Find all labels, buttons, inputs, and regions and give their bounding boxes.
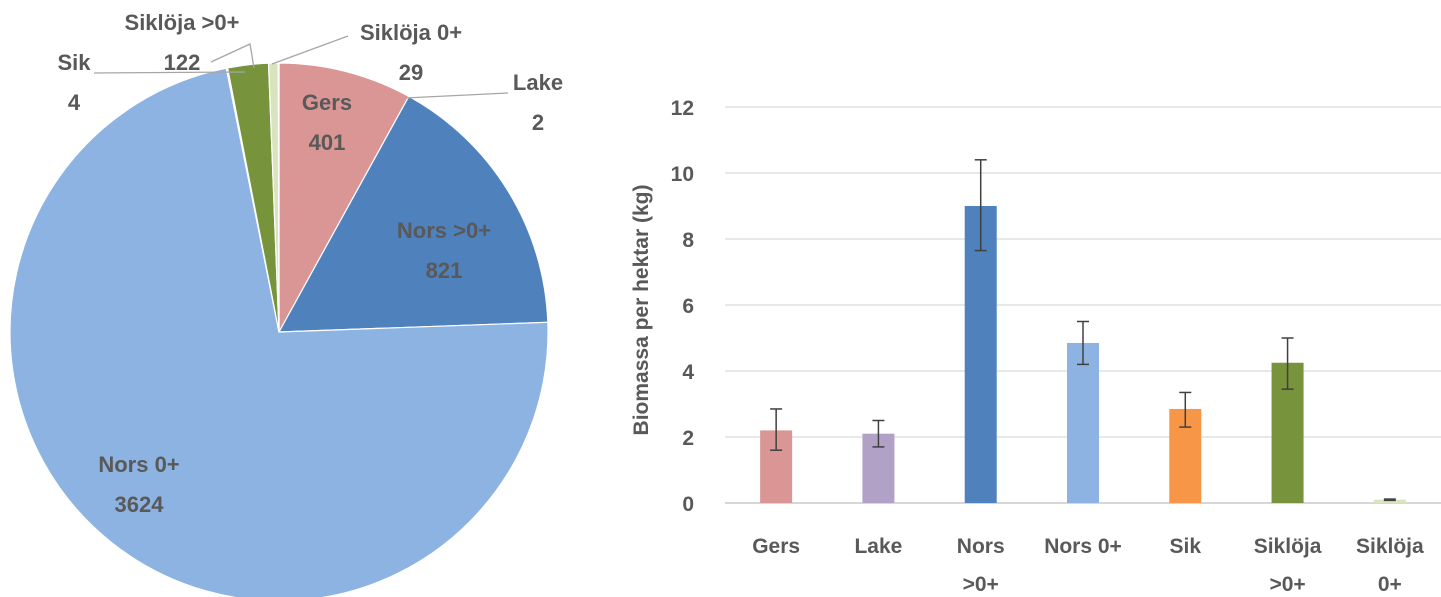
y-tick-label-6: 6 [682, 295, 694, 318]
pie-label-nors-0plus: Nors 0+ [98, 452, 179, 477]
y-tick-label-10: 10 [671, 163, 694, 186]
y-tick-label-2: 2 [682, 427, 694, 450]
x-tick-label-nors-gt0plus: Nors >0+ [957, 535, 1005, 596]
pie-label-lake: Lake [513, 70, 563, 95]
pie-label-sikloja-gt0plus: Siklöja >0+ [125, 10, 240, 35]
pie-chart: Gers 401 Nors >0+ 821 Nors 0+ 3624 Sik 4 Siklöja… [10, 10, 563, 597]
pie-label-sikloja-0plus: Siklöja 0+ [360, 20, 462, 45]
y-tick-label-4: 4 [682, 361, 694, 384]
pie-value-sikloja-gt0plus: 122 [164, 50, 201, 75]
y-axis-label: Biomassa per hektar (kg) [630, 185, 653, 436]
y-tick-label-8: 8 [682, 229, 694, 252]
pie-label-nors-gt0plus: Nors >0+ [397, 218, 491, 243]
bar-chart: 0 2 4 6 8 10 12 Gers Lake Nors >0+ Nors 0+ Sik Siklöj… [630, 97, 1441, 596]
x-tick-label-sik: Sik [1170, 535, 1202, 558]
pie-value-sikloja-0plus: 29 [399, 60, 423, 85]
pie-value-nors-gt0plus: 821 [426, 258, 463, 283]
x-tick-label-gers: Gers [752, 535, 800, 558]
x-tick-label-sikloja-gt0plus: Siklöja >0+ [1254, 535, 1322, 596]
pie-leader-lake [405, 93, 508, 98]
pie-value-nors-0plus: 3624 [115, 492, 165, 517]
x-tick-label-lake: Lake [854, 535, 902, 558]
y-tick-label-0: 0 [682, 493, 694, 516]
pie-label-sik: Sik [57, 50, 91, 75]
pie-value-gers: 401 [309, 130, 346, 155]
error-bar-sikloja-0plus [1384, 499, 1396, 500]
x-tick-label-sikloja-0plus: Siklöja 0+ [1356, 535, 1424, 596]
x-tick-label-nors-0plus: Nors 0+ [1044, 535, 1122, 558]
pie-value-sik: 4 [68, 90, 81, 115]
bar-nors-0plus [1067, 343, 1099, 503]
pie-label-gers: Gers [302, 90, 352, 115]
pie-leader-sikloja-0plus [272, 36, 348, 64]
pie-slice-lake [278, 63, 279, 332]
y-tick-label-12: 12 [671, 97, 694, 120]
pie-value-lake: 2 [532, 110, 544, 135]
